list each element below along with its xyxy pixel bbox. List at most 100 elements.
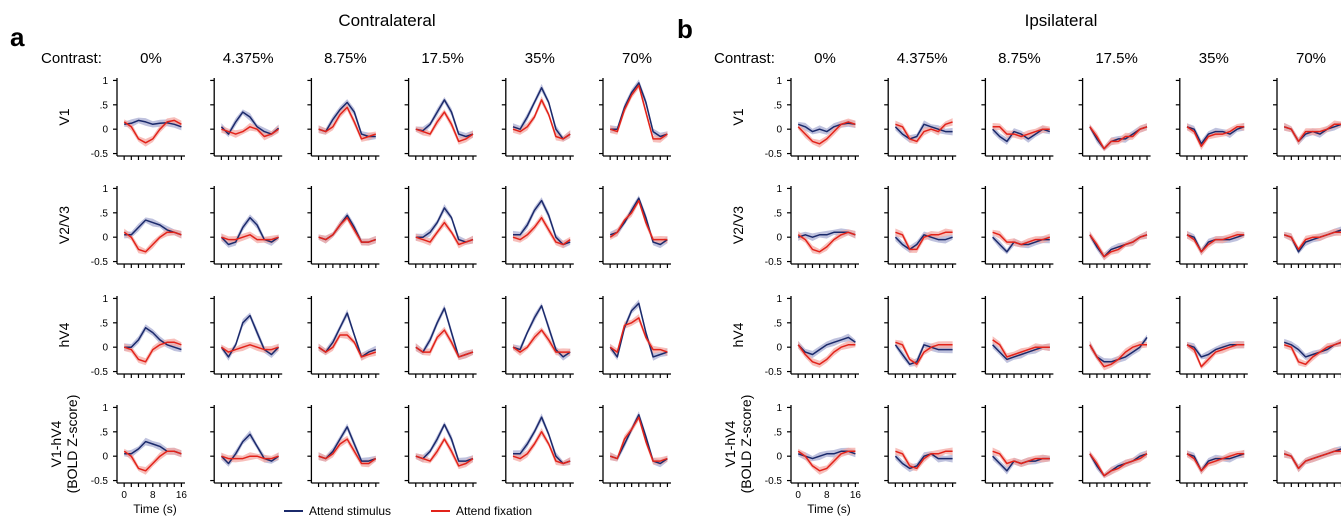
- x-tick-label: 8: [150, 490, 156, 501]
- y-tick-label: .5: [774, 100, 783, 111]
- contrast-header-6: 70%: [1296, 50, 1326, 67]
- y-tick-label: -0.5: [765, 257, 783, 268]
- subplot-r2-c1: [787, 186, 859, 268]
- panel-b-contrast-prefix: Contrast:: [714, 50, 775, 67]
- subplot-r1-c1: [113, 78, 185, 160]
- panel-a-title: Contralateral: [338, 11, 435, 30]
- contrast-header-3: 8.75%: [324, 50, 367, 67]
- error-band-fixation: [319, 215, 376, 246]
- y-tick-label: 1: [102, 184, 108, 195]
- x-tick-label: 8: [824, 490, 830, 501]
- panel-a: a Contralateral Contrast: 0% 4.375% 8.75% 1…: [10, 11, 671, 516]
- y-tick-label: .5: [774, 318, 783, 329]
- subplot-r1-c4: [405, 78, 477, 160]
- x-axis-label: Time (s): [133, 502, 177, 516]
- legend-stimulus-label: Attend stimulus: [309, 504, 391, 518]
- y-tick-label: -0.5: [91, 367, 109, 378]
- subplot-r2-c5: [502, 186, 574, 268]
- subplot-r2-c3: [981, 186, 1053, 268]
- y-tick-label: 0: [102, 452, 108, 463]
- contrast-header-5: 35%: [1199, 50, 1229, 67]
- y-tick-label: 0: [776, 233, 782, 244]
- subplot-r2-c5: [1176, 186, 1248, 268]
- subplot-r4-c5: [1176, 405, 1248, 487]
- contrast-header-3: 8.75%: [998, 50, 1041, 67]
- subplot-r4-c4: [405, 405, 477, 487]
- contrast-header-6: 70%: [622, 50, 652, 67]
- subplot-r4-c6: [1273, 405, 1341, 487]
- contrast-header-4: 17.5%: [1095, 50, 1138, 67]
- subplot-r2-c4: [405, 186, 477, 268]
- panel-b-letter: b: [677, 14, 693, 44]
- subplot-r1-c6: [1273, 78, 1341, 160]
- subplot-r1-c4: [1079, 78, 1151, 160]
- y-tick-label: 1: [102, 294, 108, 305]
- subplot-r3-c6: [599, 296, 671, 378]
- y-tick-label: -0.5: [91, 257, 109, 268]
- subplot-r1-c1: [787, 78, 859, 160]
- contrast-header-1: 0%: [140, 50, 162, 67]
- subplot-r1-c5: [1176, 78, 1248, 160]
- series-line-fixation: [610, 417, 667, 461]
- contrast-header-2: 4.375%: [223, 50, 274, 67]
- error-band-fixation: [610, 198, 667, 244]
- y-tick-label: 1: [776, 403, 782, 414]
- panel-a-contrast-prefix: Contrast:: [41, 50, 102, 67]
- subplot-r3-c1: [787, 296, 859, 378]
- y-tick-label: .5: [774, 208, 783, 219]
- y-tick-label: 0: [776, 452, 782, 463]
- subplot-r3-c6: [1273, 296, 1341, 378]
- subplot-r4-c2: [210, 405, 282, 487]
- subplot-r4-c2: [884, 405, 956, 487]
- row-label-1: V1: [56, 108, 72, 125]
- row-label-1: V1: [730, 108, 746, 125]
- panel-a-letter: a: [10, 22, 25, 52]
- y-tick-label: .5: [100, 427, 109, 438]
- row-label-3: hV4: [56, 322, 72, 347]
- y-tick-label: 1: [776, 184, 782, 195]
- row-label-4: V1-hV4: [722, 420, 738, 467]
- subplot-r2-c3: [307, 186, 379, 268]
- y-tick-label: .5: [100, 208, 109, 219]
- y-tick-label: 0: [776, 343, 782, 354]
- x-tick-label: 0: [121, 490, 127, 501]
- y-tick-label: 0: [776, 125, 782, 136]
- y-tick-label: -0.5: [765, 149, 783, 160]
- y-tick-label: .5: [774, 427, 783, 438]
- legend: Attend stimulus Attend fixation: [284, 504, 532, 518]
- row-label-3: hV4: [730, 322, 746, 347]
- y-tick-label: 1: [102, 403, 108, 414]
- subplot-r2-c2: [884, 186, 956, 268]
- subplot-r3-c1: [113, 296, 185, 378]
- contrast-header-1: 0%: [814, 50, 836, 67]
- x-tick-label: 16: [850, 490, 862, 501]
- row-sublabel-4: (BOLD Z-score): [64, 395, 80, 494]
- subplot-r3-c5: [1176, 296, 1248, 378]
- subplot-r2-c6: [1273, 186, 1341, 268]
- subplot-r3-c4: [1079, 296, 1151, 378]
- y-tick-label: 0: [102, 343, 108, 354]
- y-tick-label: -0.5: [91, 476, 109, 487]
- panel-b: b Ipsilateral Contrast: 0% 4.375% 8.75% 17.…: [677, 11, 1341, 516]
- row-sublabel-4: (BOLD Z-score): [738, 395, 754, 494]
- x-tick-label: 0: [795, 490, 801, 501]
- subplot-r2-c4: [1079, 186, 1151, 268]
- subplot-r1-c5: [502, 78, 574, 160]
- subplot-r4-c3: [981, 405, 1053, 487]
- subplot-r3-c5: [502, 296, 574, 378]
- contrast-header-4: 17.5%: [421, 50, 464, 67]
- subplot-r2-c1: [113, 186, 185, 268]
- row-label-2: V2/V3: [56, 206, 72, 244]
- row-label-4: V1-hV4: [48, 420, 64, 467]
- y-tick-label: 1: [776, 76, 782, 87]
- y-tick-label: 1: [776, 294, 782, 305]
- y-tick-label: 0: [102, 125, 108, 136]
- x-tick-label: 16: [176, 490, 188, 501]
- subplot-r4-c1: 0 8 16Time (s): [787, 405, 861, 516]
- subplot-r4-c5: [502, 405, 574, 487]
- series-line-fixation: [319, 218, 376, 242]
- series-line-fixation: [610, 85, 667, 139]
- y-tick-label: -0.5: [91, 149, 109, 160]
- subplot-r1-c3: [307, 78, 379, 160]
